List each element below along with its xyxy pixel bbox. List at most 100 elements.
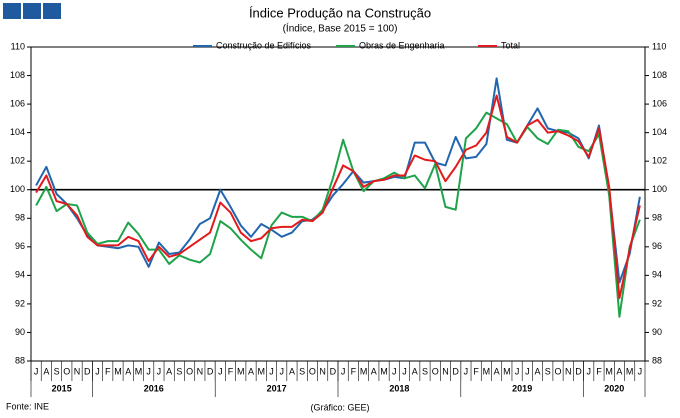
x-tick-label: J — [218, 366, 223, 376]
x-tick-label: D — [575, 366, 582, 376]
x-tick-label: N — [197, 366, 204, 376]
x-tick-label: M — [483, 366, 491, 376]
x-tick-label: J — [269, 366, 274, 376]
x-tick-label: A — [535, 366, 541, 376]
y-tick-label: 110 — [11, 41, 25, 51]
x-tick-label: S — [299, 366, 305, 376]
y-tick-label-right: 94 — [652, 270, 662, 280]
x-tick-label: J — [586, 366, 591, 376]
x-tick-label: M — [135, 366, 143, 376]
y-tick-label-right: 96 — [652, 241, 662, 251]
series-line — [35, 77, 641, 284]
y-tick-label: 98 — [15, 213, 25, 223]
x-tick-label: N — [74, 366, 81, 376]
legend-label: Total — [501, 40, 520, 50]
x-tick-label: M — [380, 366, 388, 376]
y-tick-label-right: 104 — [652, 127, 667, 137]
x-tick-label: D — [84, 366, 91, 376]
x-tick-label: M — [626, 366, 634, 376]
x-tick-label: J — [95, 366, 100, 376]
logo-block — [3, 3, 21, 19]
year-label: 2018 — [389, 383, 409, 393]
x-tick-label: J — [402, 366, 407, 376]
x-tick-label: N — [565, 366, 572, 376]
x-tick-label: M — [258, 366, 266, 376]
x-tick-label: A — [412, 366, 418, 376]
x-tick-label: A — [371, 366, 377, 376]
logo-block — [43, 3, 61, 19]
x-tick-label: F — [473, 366, 479, 376]
y-tick-label-right: 102 — [652, 156, 667, 166]
x-tick-label: A — [494, 366, 500, 376]
x-tick-label: A — [125, 366, 131, 376]
x-tick-label: S — [54, 366, 60, 376]
x-tick-label: M — [605, 366, 613, 376]
x-tick-label: S — [176, 366, 182, 376]
x-tick-label: N — [319, 366, 326, 376]
x-tick-label: S — [422, 366, 428, 376]
x-tick-label: M — [503, 366, 511, 376]
y-tick-label: 102 — [10, 156, 25, 166]
series-line — [35, 94, 641, 300]
chart-title: Índice Produção na Construção — [249, 5, 431, 20]
logo-block — [23, 3, 41, 19]
y-tick-label: 106 — [10, 98, 25, 108]
x-tick-label: D — [452, 366, 459, 376]
year-label: 2015 — [52, 383, 72, 393]
x-tick-label: D — [330, 366, 337, 376]
credit: (Gráfico: GEE) — [310, 402, 369, 412]
x-tick-label: J — [279, 366, 284, 376]
plot-frame — [30, 46, 646, 362]
x-tick-label: J — [515, 366, 520, 376]
y-tick-label: 88 — [15, 355, 25, 365]
x-tick-label: S — [545, 366, 551, 376]
year-label: 2019 — [512, 383, 532, 393]
y-tick-label: 100 — [10, 184, 25, 194]
x-tick-label: J — [638, 366, 643, 376]
y-tick-label: 108 — [10, 70, 25, 80]
x-tick-label: O — [309, 366, 316, 376]
x-tick-label: M — [114, 366, 122, 376]
x-tick-label: O — [432, 366, 439, 376]
y-tick-label-right: 106 — [652, 98, 667, 108]
x-tick-label: O — [186, 366, 193, 376]
y-tick-label-right: 90 — [652, 327, 662, 337]
year-label: 2016 — [144, 383, 164, 393]
chart-subtitle: (Índice, Base 2015 = 100) — [283, 22, 398, 35]
x-tick-label: J — [34, 366, 39, 376]
x-tick-label: A — [289, 366, 295, 376]
x-tick-label: M — [237, 366, 245, 376]
y-tick-label: 94 — [15, 270, 25, 280]
x-tick-label: J — [157, 366, 162, 376]
x-tick-label: J — [392, 366, 397, 376]
x-tick-label: O — [63, 366, 70, 376]
x-tick-label: F — [228, 366, 234, 376]
x-tick-label: O — [555, 366, 562, 376]
y-tick-label-right: 108 — [652, 70, 667, 80]
year-label: 2017 — [267, 383, 287, 393]
y-tick-label-right: 110 — [652, 41, 666, 51]
x-tick-label: J — [146, 366, 151, 376]
y-tick-label: 90 — [15, 327, 25, 337]
x-tick-label: F — [105, 366, 111, 376]
x-tick-label: N — [442, 366, 449, 376]
x-tick-label: J — [464, 366, 469, 376]
y-tick-label: 96 — [15, 241, 25, 251]
y-tick-label-right: 88 — [652, 355, 662, 365]
y-tick-label: 104 — [10, 127, 25, 137]
y-tick-label: 92 — [15, 298, 25, 308]
x-tick-label: A — [616, 366, 622, 376]
legend-label: Construção de Edifícios — [216, 40, 312, 50]
x-tick-label: A — [166, 366, 172, 376]
x-tick-label: F — [351, 366, 357, 376]
x-tick-label: A — [248, 366, 254, 376]
y-tick-label-right: 98 — [652, 213, 662, 223]
x-tick-label: F — [596, 366, 602, 376]
source: Fonte: INE — [6, 401, 49, 411]
year-label: 2020 — [604, 383, 624, 393]
series-line — [35, 111, 641, 318]
x-tick-label: A — [43, 366, 49, 376]
x-tick-label: M — [360, 366, 368, 376]
x-tick-label: J — [525, 366, 530, 376]
